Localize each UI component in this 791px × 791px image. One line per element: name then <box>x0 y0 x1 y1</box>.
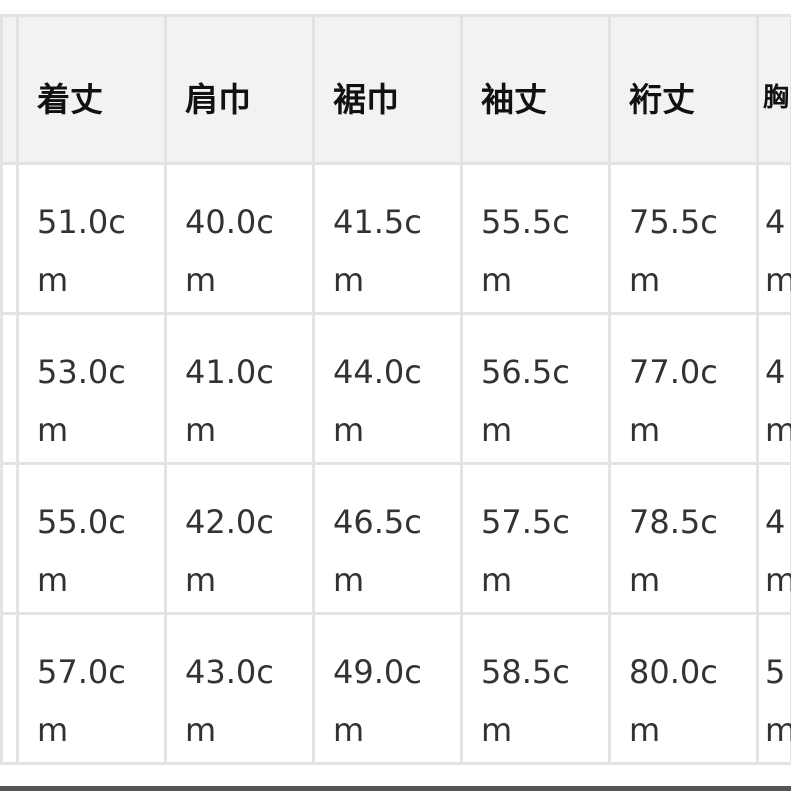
cell: 77.0cm <box>608 312 759 465</box>
cell: 58.5cm <box>460 612 611 765</box>
cell: 43.0cm <box>164 612 315 765</box>
cell: 42.0cm <box>164 462 315 615</box>
cell: 4m <box>756 462 791 615</box>
cell: 56.5cm <box>460 312 611 465</box>
cell: 4m <box>756 312 791 465</box>
cell: 53.0cm <box>16 312 167 465</box>
header-size <box>0 14 19 165</box>
cell: 49.0cm <box>312 612 463 765</box>
cell <box>0 462 19 615</box>
cell: 80.0cm <box>608 612 759 765</box>
header-partial: 胸 <box>756 14 791 165</box>
cell: 57.0cm <box>16 612 167 765</box>
table-row: 53.0cm 41.0cm 44.0cm 56.5cm 77.0cm 4m <box>0 312 791 465</box>
cell: 55.5cm <box>460 162 611 315</box>
cell: 44.0cm <box>312 312 463 465</box>
header-hem-width: 裾巾 <box>312 14 463 165</box>
cell: 75.5cm <box>608 162 759 315</box>
size-table-container: 着丈 肩巾 裾巾 袖丈 裄丈 胸 51.0cm 40.0cm 41.5cm 55… <box>0 14 791 765</box>
cell: 41.0cm <box>164 312 315 465</box>
cell: 4m <box>756 162 791 315</box>
size-table: 着丈 肩巾 裾巾 袖丈 裄丈 胸 51.0cm 40.0cm 41.5cm 55… <box>0 14 791 765</box>
header-length: 着丈 <box>16 14 167 165</box>
header-row: 着丈 肩巾 裾巾 袖丈 裄丈 胸 <box>0 14 791 165</box>
table-row: 55.0cm 42.0cm 46.5cm 57.5cm 78.5cm 4m <box>0 462 791 615</box>
table-row: 51.0cm 40.0cm 41.5cm 55.5cm 75.5cm 4m <box>0 162 791 315</box>
header-shoulder: 肩巾 <box>164 14 315 165</box>
cell <box>0 162 19 315</box>
cell: 5m <box>756 612 791 765</box>
cell: 78.5cm <box>608 462 759 615</box>
cell: 55.0cm <box>16 462 167 615</box>
header-yuki: 裄丈 <box>608 14 759 165</box>
table-row: 57.0cm 43.0cm 49.0cm 58.5cm 80.0cm 5m <box>0 612 791 765</box>
cell <box>0 612 19 765</box>
cell: 46.5cm <box>312 462 463 615</box>
cell: 51.0cm <box>16 162 167 315</box>
cell <box>0 312 19 465</box>
header-sleeve: 袖丈 <box>460 14 611 165</box>
cell: 40.0cm <box>164 162 315 315</box>
cell: 41.5cm <box>312 162 463 315</box>
cell: 57.5cm <box>460 462 611 615</box>
bottom-edge-divider <box>0 786 791 791</box>
